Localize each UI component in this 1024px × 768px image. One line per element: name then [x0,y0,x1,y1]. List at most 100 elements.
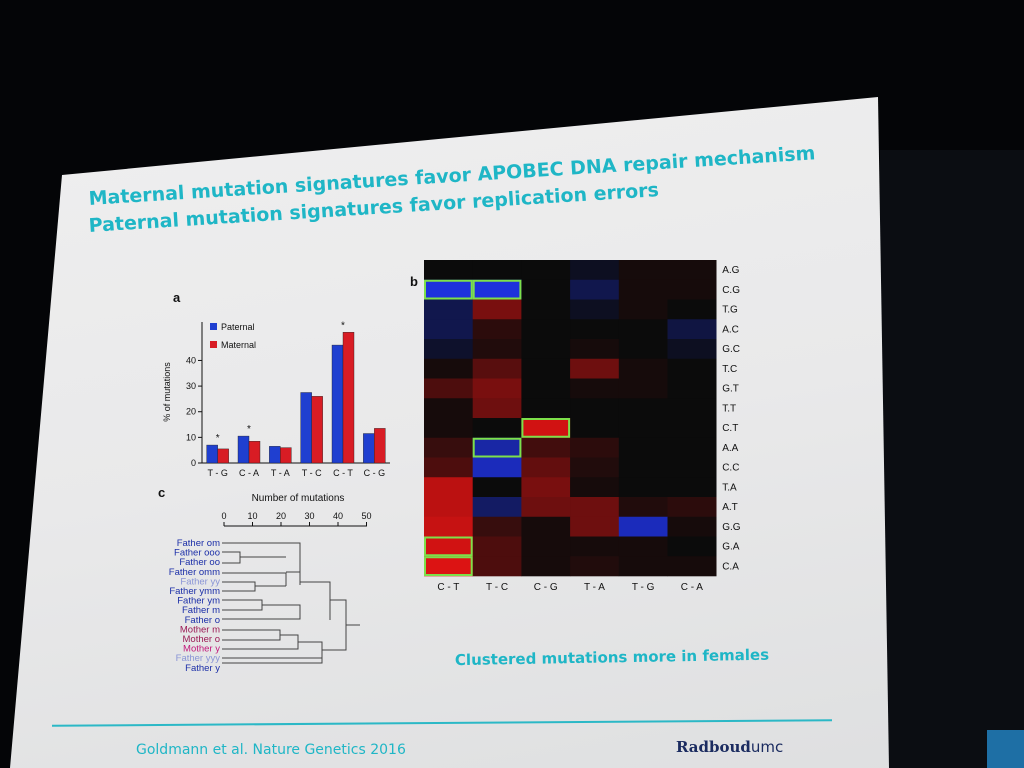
heatmap-highlight [424,536,473,557]
bar-maternal-4 [342,332,355,464]
heatmap-cell [667,358,717,379]
heatmap-cell [472,556,522,577]
heatmap-cell [667,398,717,419]
heatmap-cell [424,319,473,340]
dendro-leaf-label: Father om [177,538,220,549]
heatmap-cell [472,536,522,557]
heatmap-row-label: C.T [722,423,738,434]
bar-y-tick-label: 40 [186,355,196,365]
radboudumc-logo: Radboudumc [676,738,826,762]
logo-bold: Radboud [676,738,751,756]
heatmap-column-label: C - A [681,582,704,593]
heatmap-cell [667,536,717,557]
dendro-leaf-label: Father m [182,605,220,616]
heatmap-cell [424,437,473,458]
dendro-leaf-label: Father ooo [174,548,220,559]
dendro-x-tick-label: 40 [333,511,343,521]
heatmap-cell [570,339,620,360]
dendro-leaf-label: Father yyy [176,653,221,664]
heatmap-cell [521,437,571,458]
heatmap-cell [570,418,620,439]
heatmap-cell [472,319,522,340]
heatmap-cell [472,299,522,320]
bar-marks: * * * [206,320,386,464]
bar-paternal-4 [331,344,344,464]
heatmap-cell [472,279,522,300]
bar-category-label: T - A [271,468,290,478]
heatmap-row-label: G.G [722,522,741,533]
bar-y-tick-label: 30 [186,381,196,391]
heatmap-cell [667,279,717,300]
heatmap-row-label: C.G [722,285,740,296]
bar-y-ticks: 0 10 20 30 40 [186,355,202,468]
heatmap-highlight [424,556,473,576]
heatmap-cell [570,437,620,458]
heatmap-cell [667,556,717,577]
heatmap-cell [424,556,473,577]
bar-category-label: C - T [333,468,353,478]
heatmap-cell [521,299,571,320]
bar-significance-star: * [341,320,345,331]
heatmap-cell [521,279,571,300]
heatmap-highlight [472,437,522,458]
heatmap-row-label: G.C [722,344,740,355]
heatmap-cell [424,299,473,320]
heatmap-row-label: G.T [722,384,739,395]
legend-label-paternal: Paternal [221,322,255,332]
dendro-leaf-label: Father ym [177,596,220,607]
panel-b: b A.GC.GT.GA.CG.CT.CG.TT.TC.TA.AC.CT.AA.… [410,260,741,593]
bar-y-tick-label: 0 [191,458,196,468]
bar-category-label: C - G [364,468,386,478]
bar-maternal-5 [374,428,386,464]
dendro-leaf-label: Father yy [180,576,220,587]
panel-a: a 0 10 20 30 40 * * * T - G C - A T - A T - C C - … [162,290,390,478]
heatmap-cell [618,319,668,340]
heatmap-cell [424,536,473,557]
heatmap-cell [570,398,620,419]
heatmap-row-label: T.T [722,403,736,414]
heatmap-cell [472,260,522,281]
heatmap-cell [570,516,620,537]
citation: Goldmann et al. Nature Genetics 2016 [136,742,406,758]
heatmap-highlights [424,279,571,576]
heatmap-cell [618,457,668,478]
dendrogram-tree [222,542,360,664]
bar-maternal-2 [280,447,292,464]
bar-maternal-0 [217,448,229,464]
heatmap-row-label: C.C [722,463,739,474]
heatmap-cell [472,358,522,379]
heatmap-row-label: C.A [722,561,739,572]
heatmap-highlight [521,418,571,438]
logo-light: umc [750,738,784,756]
dendro-leaf-label: Father y [185,663,220,674]
bar-category-label: C - A [239,468,259,478]
heatmap-row-labels: A.G C.G T.G A.C G.C T.C G.T T.T C.T A.A C.C T.A A.T G… [722,265,741,572]
heatmap-cell [618,516,668,537]
heatmap-cells [424,260,717,577]
dendro-leaf-label: Mother o [183,634,221,645]
heatmap-cell [521,497,571,518]
heatmap-cell [570,378,620,399]
heatmap-cell [472,497,522,518]
heatmap-cell [618,477,668,498]
dendro-x-tick-label: 10 [247,511,257,521]
bar-y-label: % of mutations [162,362,172,422]
heatmap-cell [424,260,473,281]
heatmap-cell [667,378,717,399]
heatmap-row-label: A.G [722,265,739,276]
heatmap-cell [570,279,620,300]
heatmap-cell [424,457,473,478]
heatmap-cell [521,516,571,537]
dendro-x-label: Number of mutations [252,493,345,504]
heatmap-cell [570,457,620,478]
heatmap-cell [472,516,522,537]
heatmap-cell [424,279,473,300]
bar-maternal-1 [248,441,261,464]
dendro-x-tick-label: 0 [221,511,226,521]
bar-category-label: T - G [207,468,227,478]
heatmap-cell [618,398,668,419]
dendro-leaf-label: Father ymm [169,586,220,597]
